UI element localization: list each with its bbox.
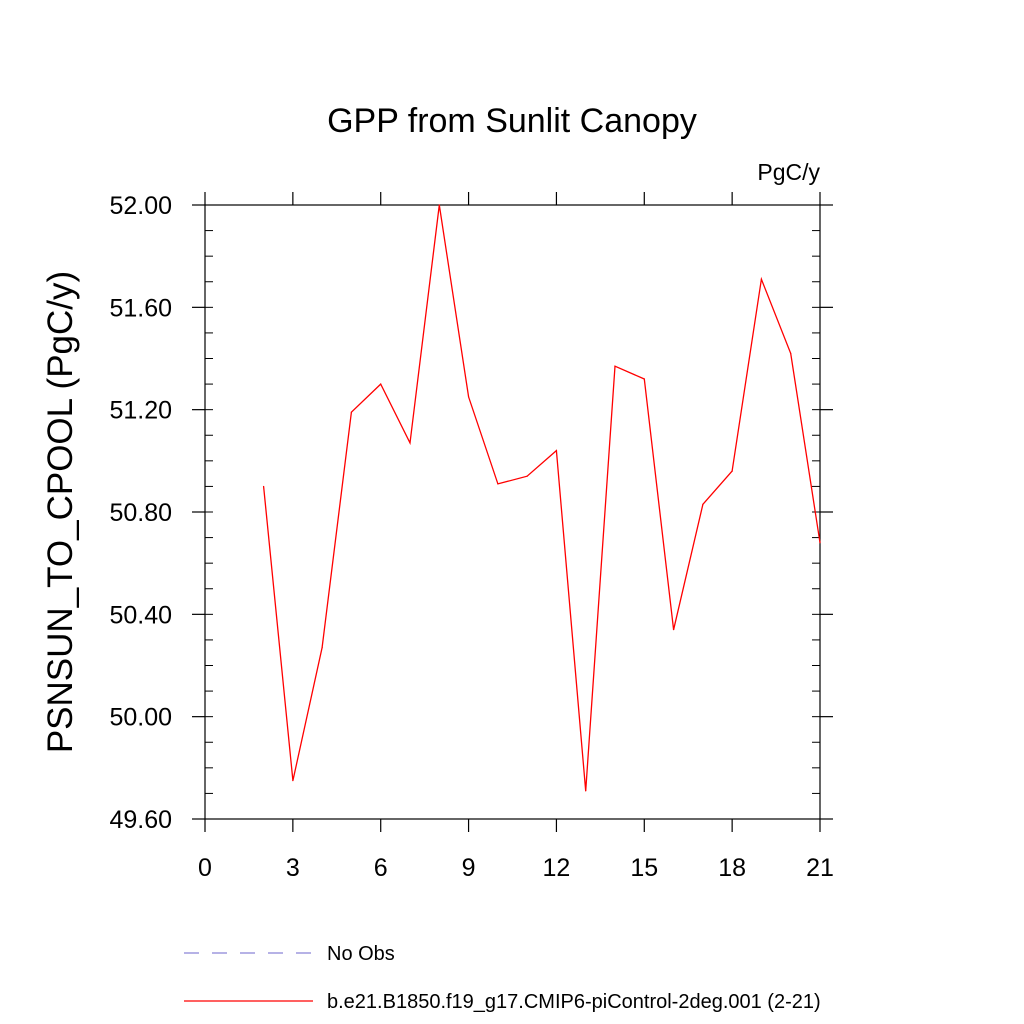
data-point xyxy=(526,475,528,477)
x-tick-label: 12 xyxy=(543,854,571,882)
data-point xyxy=(350,411,353,413)
data-point xyxy=(731,470,733,472)
legend-label: No Obs xyxy=(327,943,395,965)
data-point xyxy=(790,352,792,354)
data-point xyxy=(672,629,675,631)
x-tick-label: 0 xyxy=(198,854,212,882)
legend-label: b.e21.B1850.f19_g17.CMIP6-piControl-2deg… xyxy=(327,991,821,1013)
series-layer xyxy=(262,204,821,792)
x-tick-label: 21 xyxy=(806,854,834,882)
data-point xyxy=(409,442,411,444)
y-tick-label: 51.60 xyxy=(109,294,172,322)
data-point xyxy=(702,503,704,505)
y-tick-label: 50.00 xyxy=(109,704,172,732)
axis-ticks xyxy=(192,192,833,832)
data-point xyxy=(643,378,645,380)
y-axis-label: PSNSUN_TO_CPOOL (PgC/y) xyxy=(41,271,80,753)
legend: No Obs b.e21.B1850.f19_g17.CMIP6-piContro… xyxy=(184,943,821,1013)
x-tick-label: 15 xyxy=(630,854,658,882)
y-tick-label: 52.00 xyxy=(109,192,172,220)
data-point xyxy=(262,485,265,488)
plot-frame xyxy=(204,204,821,820)
y-tick-label: 51.20 xyxy=(109,397,172,425)
data-point xyxy=(321,646,323,649)
data-point xyxy=(438,204,440,206)
y-tick-label: 50.40 xyxy=(109,601,172,629)
data-point xyxy=(380,383,382,385)
chart-title: GPP from Sunlit Canopy xyxy=(327,102,697,140)
data-point xyxy=(292,780,294,782)
data-point xyxy=(555,450,558,452)
y-tick-label: 50.80 xyxy=(109,499,172,527)
data-point xyxy=(497,483,499,485)
x-tick-label: 6 xyxy=(374,854,388,882)
data-point xyxy=(819,542,821,544)
data-point xyxy=(585,790,587,792)
x-tick-label: 18 xyxy=(718,854,746,882)
y-tick-label: 49.60 xyxy=(109,806,172,834)
data-point xyxy=(760,278,763,280)
data-point xyxy=(467,396,470,398)
x-tick-label: 9 xyxy=(462,854,476,882)
series-line xyxy=(262,204,821,791)
units-label: PgC/y xyxy=(757,159,820,185)
tick-labels: 0 3 6 9 12 15 18 21 49.60 50.00 50.40 50.80 51.20 51.… xyxy=(109,192,833,882)
data-point xyxy=(614,365,616,367)
x-tick-label: 3 xyxy=(286,854,300,882)
